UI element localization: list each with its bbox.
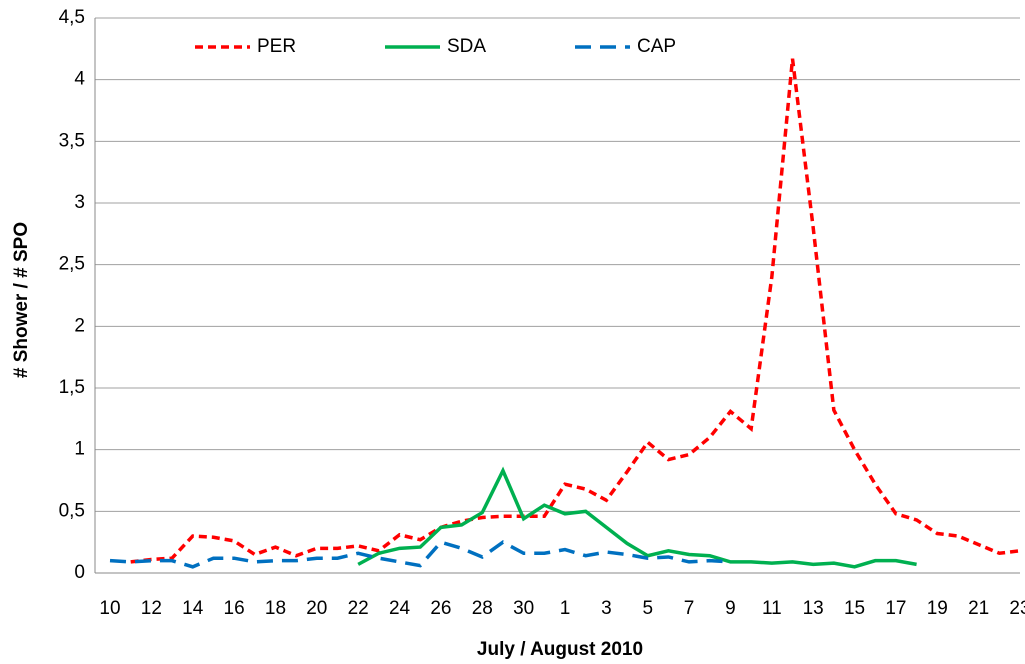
- x-tick-label: 13: [803, 598, 824, 619]
- x-tick-label: 7: [684, 598, 695, 619]
- series-line: [357, 466, 917, 569]
- x-tick-label: 12: [141, 598, 162, 619]
- x-tick-label: 23: [1009, 598, 1025, 619]
- x-tick-label: 17: [885, 598, 906, 619]
- x-tick-label: 26: [430, 598, 451, 619]
- x-tick-label: 19: [927, 598, 948, 619]
- y-tick-label: 0: [74, 562, 85, 583]
- y-tick-label: 4: [74, 69, 85, 90]
- x-tick-label: 22: [348, 598, 369, 619]
- y-tick-label: 0,5: [59, 500, 85, 521]
- legend-label: CAP: [637, 36, 676, 57]
- legend-label: SDA: [447, 36, 486, 57]
- series-line: [109, 540, 731, 569]
- y-tick-label: 3,5: [59, 130, 85, 151]
- y-axis-label: # Shower / # SPO: [11, 222, 32, 378]
- x-tick-label: 16: [224, 598, 245, 619]
- y-tick-label: 1,5: [59, 377, 85, 398]
- x-tick-label: 20: [306, 598, 327, 619]
- x-tick-label: 28: [472, 598, 493, 619]
- x-tick-label: 10: [99, 598, 120, 619]
- x-axis-label: July / August 2010: [477, 639, 643, 660]
- y-tick-label: 1: [74, 439, 85, 460]
- x-tick-label: 18: [265, 598, 286, 619]
- y-tick-label: 2,5: [59, 254, 85, 275]
- series-line: [130, 58, 1021, 564]
- x-tick-label: 30: [513, 598, 534, 619]
- x-tick-label: 3: [601, 598, 612, 619]
- x-tick-label: 9: [725, 598, 736, 619]
- x-tick-label: 15: [844, 598, 865, 619]
- x-tick-label: 14: [182, 598, 204, 619]
- x-tick-label: 24: [389, 598, 411, 619]
- y-tick-label: 3: [74, 192, 85, 213]
- legend-label: PER: [257, 36, 296, 57]
- x-tick-label: 1: [560, 598, 571, 619]
- y-tick-label: 4,5: [59, 7, 85, 28]
- y-tick-label: 2: [74, 315, 85, 336]
- x-tick-label: 21: [968, 598, 989, 619]
- x-tick-label: 5: [642, 598, 653, 619]
- x-tick-label: 11: [762, 598, 782, 619]
